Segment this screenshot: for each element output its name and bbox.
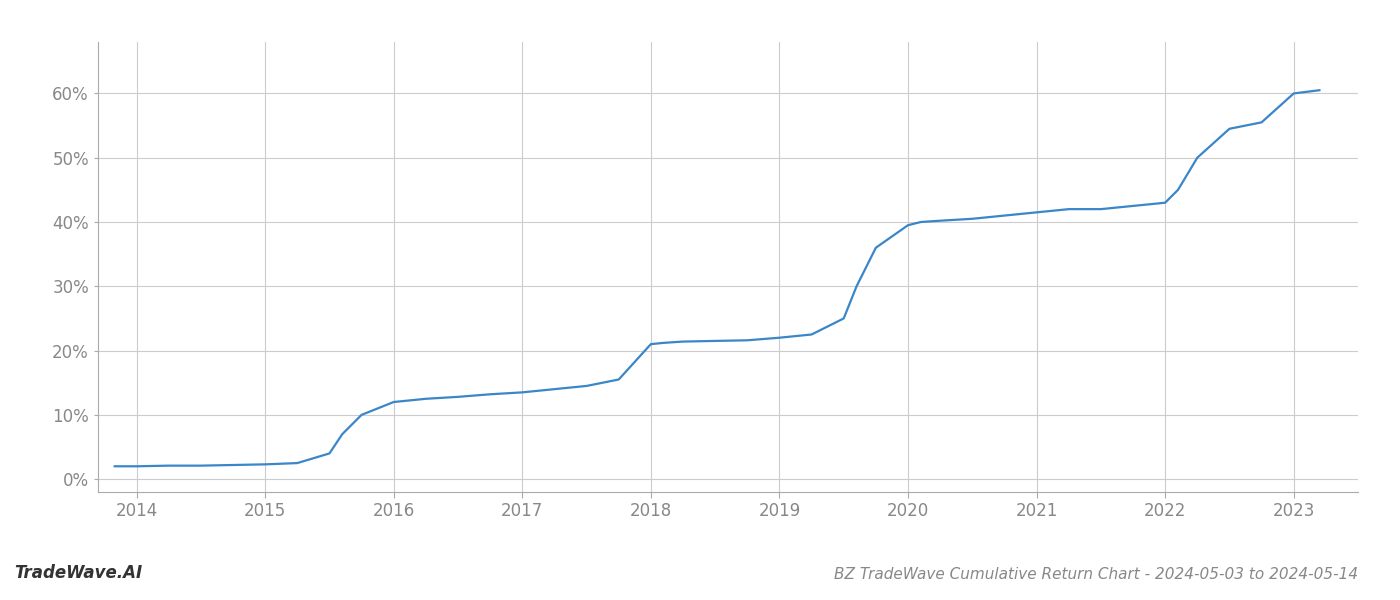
Text: BZ TradeWave Cumulative Return Chart - 2024-05-03 to 2024-05-14: BZ TradeWave Cumulative Return Chart - 2… — [834, 567, 1358, 582]
Text: TradeWave.AI: TradeWave.AI — [14, 564, 143, 582]
